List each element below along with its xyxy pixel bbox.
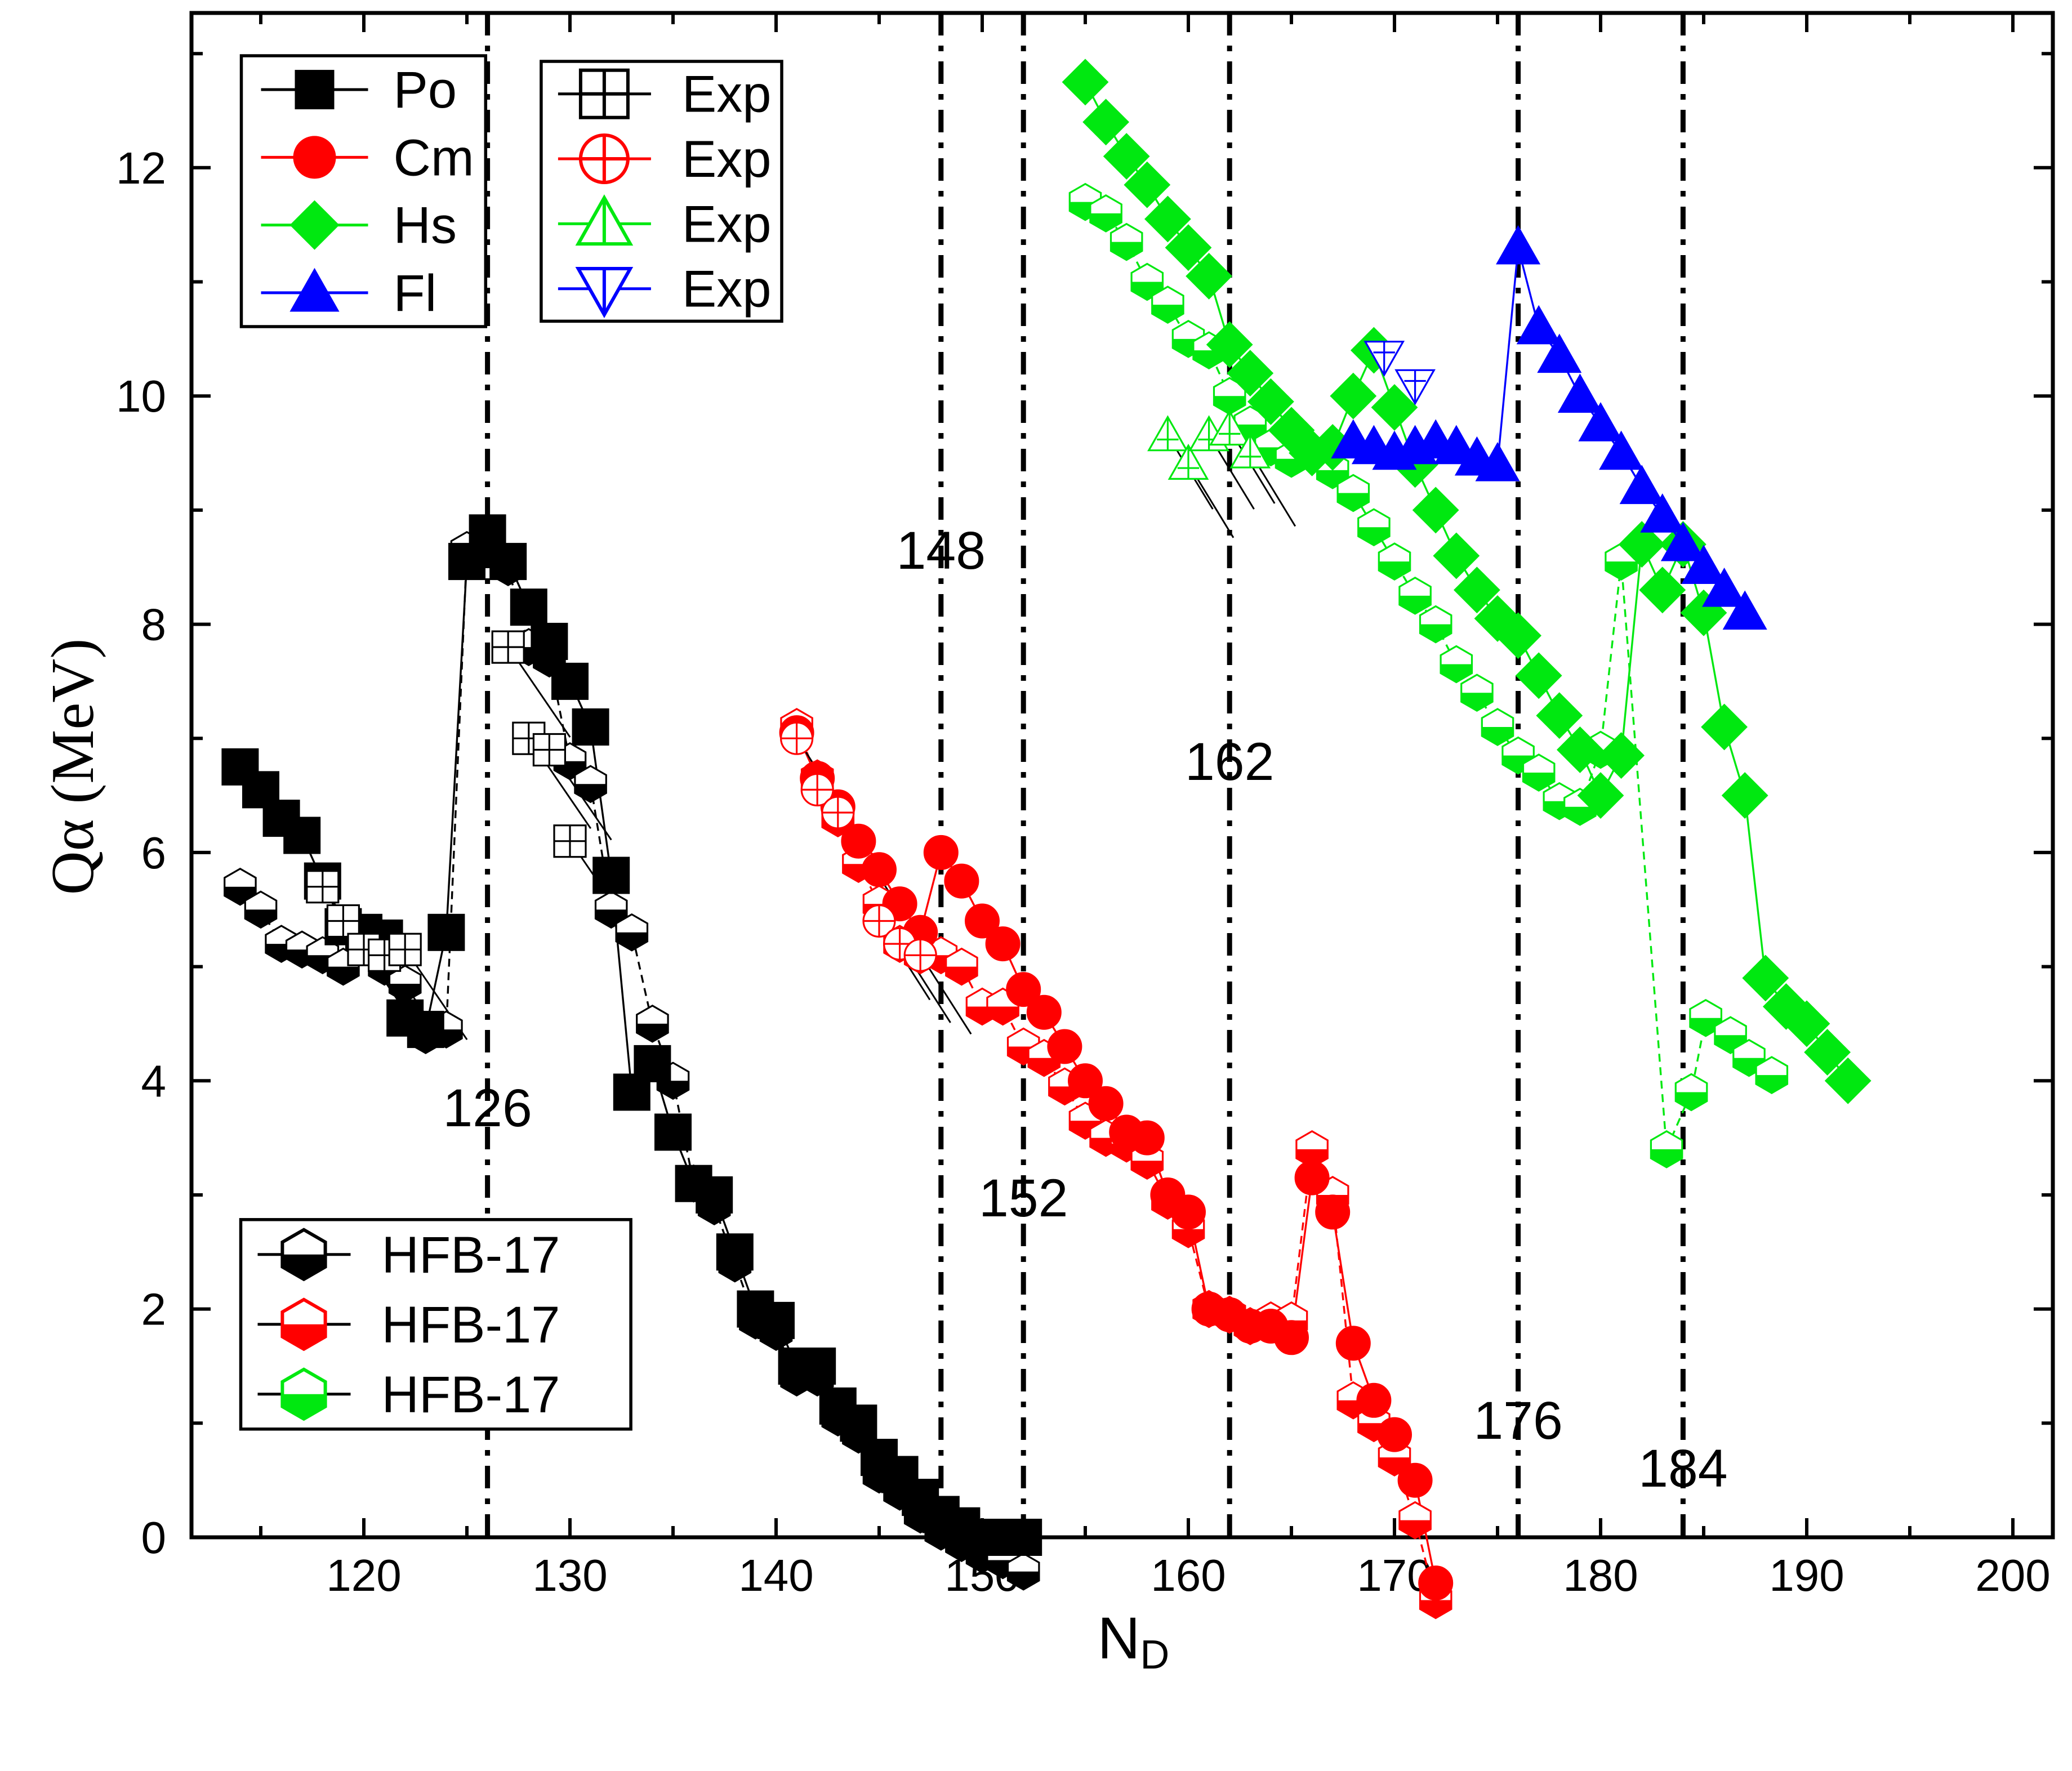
svg-text:152: 152 <box>979 1168 1068 1228</box>
svg-text:4: 4 <box>141 1056 167 1106</box>
svg-text:162: 162 <box>1185 732 1275 792</box>
svg-text:HFB-17: HFB-17 <box>382 1296 560 1354</box>
svg-text:Exp: Exp <box>682 261 772 318</box>
svg-text:2: 2 <box>141 1284 167 1335</box>
svg-text:Exp: Exp <box>682 195 772 253</box>
svg-text:HFB-17: HFB-17 <box>382 1226 560 1284</box>
svg-text:176: 176 <box>1473 1391 1563 1451</box>
svg-text:160: 160 <box>1151 1550 1226 1600</box>
svg-text:Hs: Hs <box>394 197 457 255</box>
svg-text:HFB-17: HFB-17 <box>382 1366 560 1424</box>
svg-text:200: 200 <box>1975 1550 2050 1600</box>
svg-text:120: 120 <box>326 1550 401 1600</box>
svg-text:12: 12 <box>116 143 166 193</box>
svg-text:Exp: Exp <box>682 66 772 123</box>
svg-text:Po: Po <box>394 61 457 119</box>
svg-text:126: 126 <box>443 1078 532 1138</box>
svg-text:Exp: Exp <box>682 131 772 188</box>
svg-text:148: 148 <box>897 521 986 581</box>
svg-text:Fl: Fl <box>394 265 437 322</box>
svg-text:190: 190 <box>1769 1550 1844 1600</box>
svg-text:130: 130 <box>532 1550 607 1600</box>
svg-text:6: 6 <box>141 828 167 878</box>
svg-text:Cm: Cm <box>394 129 474 186</box>
svg-text:8: 8 <box>141 600 167 650</box>
svg-text:180: 180 <box>1563 1550 1638 1600</box>
svg-text:0: 0 <box>141 1513 167 1563</box>
svg-text:184: 184 <box>1638 1439 1728 1498</box>
svg-text:Qα (MeV): Qα (MeV) <box>39 639 106 895</box>
svg-text:140: 140 <box>738 1550 813 1600</box>
svg-text:10: 10 <box>116 371 166 421</box>
